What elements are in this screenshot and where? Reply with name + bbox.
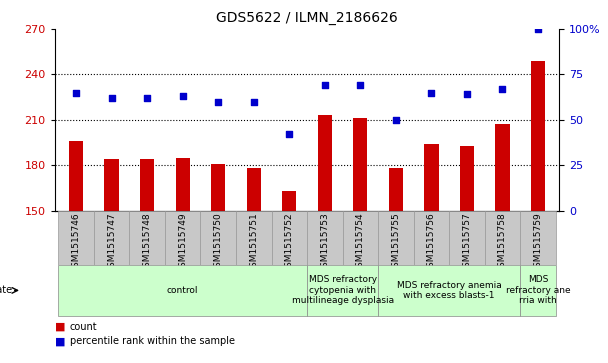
Bar — [460, 146, 474, 211]
Point — [320, 82, 330, 88]
Bar — [389, 168, 403, 211]
Point — [142, 95, 152, 101]
Bar — [282, 191, 296, 211]
Text: MDS
refractory ane
rria with: MDS refractory ane rria with — [506, 276, 570, 305]
Point — [71, 90, 81, 95]
Text: GSM1515757: GSM1515757 — [463, 212, 471, 273]
Bar — [378, 265, 520, 316]
Point — [462, 91, 472, 97]
Bar — [211, 164, 226, 211]
Bar — [520, 265, 556, 316]
Point — [391, 117, 401, 123]
Point — [249, 99, 258, 105]
Text: control: control — [167, 286, 198, 295]
Bar — [140, 159, 154, 211]
Text: ■: ■ — [55, 336, 65, 346]
Bar — [307, 265, 378, 316]
Text: GSM1515756: GSM1515756 — [427, 212, 436, 273]
Text: percentile rank within the sample: percentile rank within the sample — [70, 336, 235, 346]
Title: GDS5622 / ILMN_2186626: GDS5622 / ILMN_2186626 — [216, 11, 398, 25]
Bar — [485, 211, 520, 265]
Text: GSM1515759: GSM1515759 — [534, 212, 542, 273]
Text: GSM1515746: GSM1515746 — [72, 212, 80, 273]
Bar — [58, 265, 307, 316]
Bar — [247, 168, 261, 211]
Text: GSM1515753: GSM1515753 — [320, 212, 330, 273]
Bar — [449, 211, 485, 265]
Bar — [69, 141, 83, 211]
Bar — [236, 211, 272, 265]
Bar — [531, 61, 545, 211]
Text: GSM1515751: GSM1515751 — [249, 212, 258, 273]
Point — [178, 93, 187, 99]
Text: GSM1515750: GSM1515750 — [213, 212, 223, 273]
Bar — [318, 115, 332, 211]
Text: GSM1515748: GSM1515748 — [143, 212, 151, 273]
Text: GSM1515747: GSM1515747 — [107, 212, 116, 273]
Text: MDS refractory anemia
with excess blasts-1: MDS refractory anemia with excess blasts… — [397, 281, 502, 300]
Bar — [58, 211, 94, 265]
Bar — [165, 211, 201, 265]
Point — [285, 131, 294, 137]
Bar — [520, 211, 556, 265]
Bar — [94, 211, 130, 265]
Bar — [176, 158, 190, 211]
Point — [213, 99, 223, 105]
Text: disease state: disease state — [0, 285, 12, 295]
Bar — [496, 124, 510, 211]
Bar — [424, 144, 438, 211]
Bar — [413, 211, 449, 265]
Text: GSM1515754: GSM1515754 — [356, 212, 365, 273]
Bar — [353, 118, 367, 211]
Text: GSM1515752: GSM1515752 — [285, 212, 294, 273]
Bar — [378, 211, 413, 265]
Text: MDS refractory
cytopenia with
multilineage dysplasia: MDS refractory cytopenia with multilinea… — [291, 276, 393, 305]
Text: GSM1515758: GSM1515758 — [498, 212, 507, 273]
Text: count: count — [70, 322, 97, 332]
Text: ■: ■ — [55, 322, 65, 332]
Bar — [272, 211, 307, 265]
Point — [107, 95, 117, 101]
Bar — [307, 211, 342, 265]
Text: GSM1515755: GSM1515755 — [392, 212, 401, 273]
Point — [533, 26, 543, 32]
Bar — [130, 211, 165, 265]
Bar — [342, 211, 378, 265]
Bar — [105, 159, 119, 211]
Point — [497, 86, 507, 92]
Text: GSM1515749: GSM1515749 — [178, 212, 187, 273]
Point — [356, 82, 365, 88]
Point — [427, 90, 437, 95]
Bar — [201, 211, 236, 265]
